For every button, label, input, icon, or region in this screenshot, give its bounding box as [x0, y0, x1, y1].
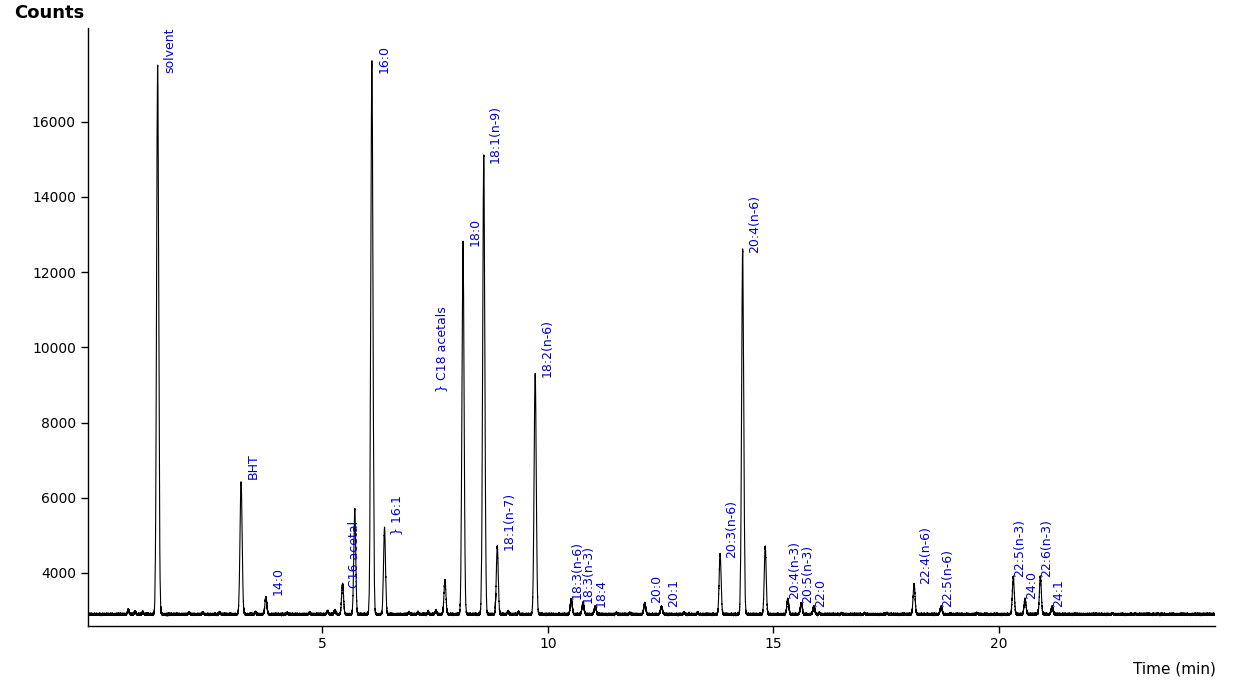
Text: 20:3(n-6): 20:3(n-6)	[725, 500, 738, 558]
Text: C16 acetal: C16 acetal	[348, 521, 361, 588]
Text: 18:1(n-9): 18:1(n-9)	[489, 105, 502, 163]
Text: 24:0: 24:0	[1025, 571, 1037, 599]
Text: 22:6(n-3): 22:6(n-3)	[1040, 518, 1054, 577]
Text: 14:0: 14:0	[272, 567, 284, 596]
Text: } C18 acetals: } C18 acetals	[435, 306, 449, 393]
Text: 22:0: 22:0	[814, 579, 827, 607]
Text: 18:1(n-7): 18:1(n-7)	[502, 492, 516, 550]
Text: 22:4(n-6): 22:4(n-6)	[920, 526, 932, 584]
Text: } 16:1: } 16:1	[390, 496, 403, 535]
Text: 22:5(n-6): 22:5(n-6)	[941, 549, 954, 607]
Text: 18:3(n-3): 18:3(n-3)	[583, 545, 595, 603]
Text: Time (min): Time (min)	[1133, 662, 1215, 676]
Text: 22:5(n-3): 22:5(n-3)	[1014, 518, 1026, 577]
Text: 18:0: 18:0	[469, 218, 481, 246]
Text: 16:0: 16:0	[377, 45, 390, 73]
Text: 20:5(n-3): 20:5(n-3)	[802, 545, 814, 603]
Text: BHT: BHT	[247, 453, 259, 479]
Text: 24:1: 24:1	[1053, 579, 1065, 607]
Text: 20:4(n-3): 20:4(n-3)	[788, 541, 801, 599]
Text: 20:4(n-6): 20:4(n-6)	[748, 195, 761, 254]
Text: 20:0: 20:0	[650, 575, 663, 603]
Text: 18:3(n-6): 18:3(n-6)	[570, 541, 584, 599]
Text: solvent: solvent	[163, 27, 175, 73]
Text: Counts: Counts	[15, 4, 85, 22]
Text: 20:1: 20:1	[667, 579, 680, 607]
Text: 18:2(n-6): 18:2(n-6)	[540, 320, 554, 377]
Text: 18:4: 18:4	[594, 579, 608, 607]
